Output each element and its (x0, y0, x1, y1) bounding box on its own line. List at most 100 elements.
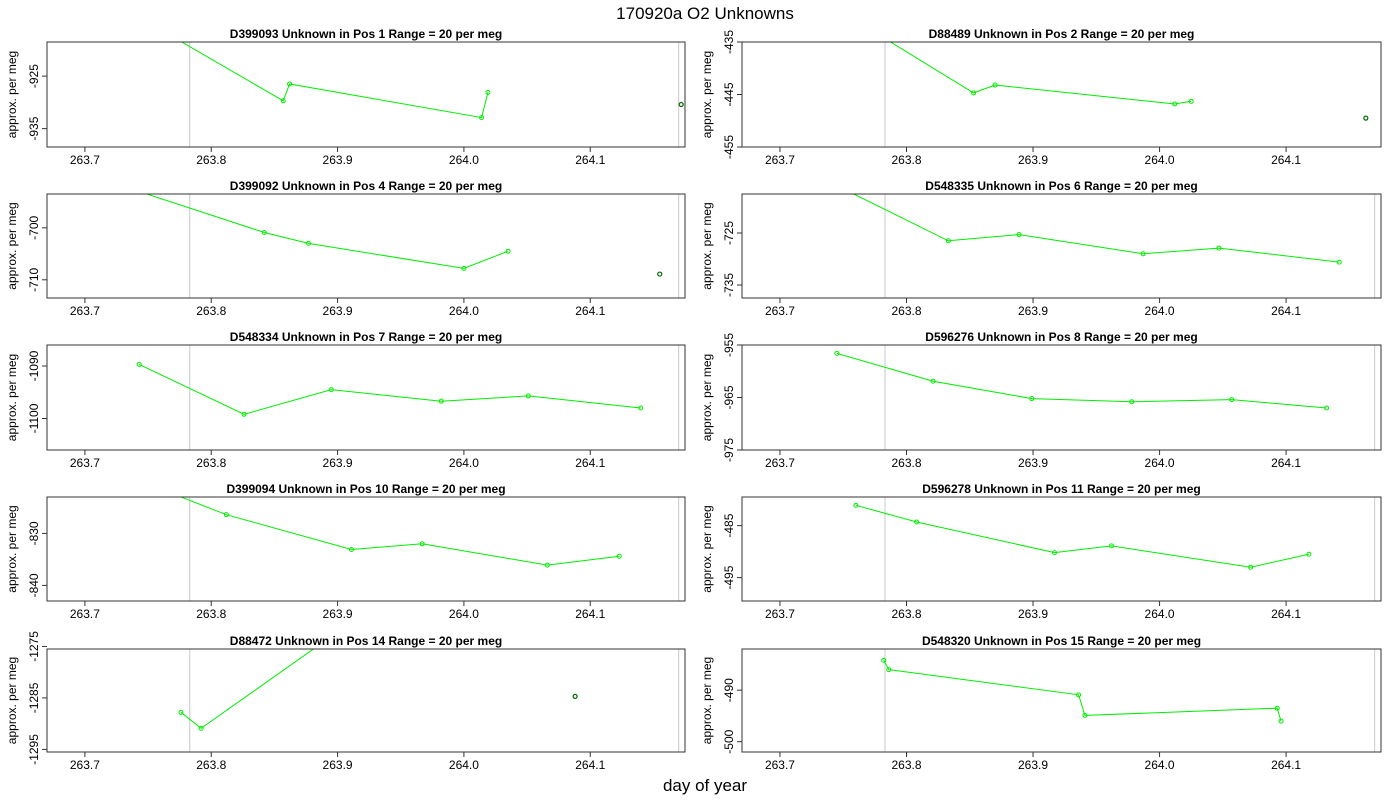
x-tick-label: 264.1 (1271, 758, 1301, 772)
chart-panel-2: D88489 Unknown in Pos 2 Range = 20 per m… (700, 27, 1382, 167)
data-point (280, 98, 286, 104)
x-tick-label: 264.1 (1271, 456, 1301, 470)
chart-panel-7: D399094 Unknown in Pos 10 Range = 20 per… (5, 482, 686, 621)
data-point (834, 350, 840, 356)
data-point (1052, 550, 1058, 556)
data-point (1274, 705, 1280, 711)
x-tick-label: 264.0 (1145, 304, 1175, 318)
data-point (1140, 251, 1146, 257)
y-tick-label: -830 (27, 521, 41, 545)
data-point (1029, 396, 1035, 402)
plot-frame (741, 193, 1382, 299)
data-point (136, 361, 142, 367)
y-axis-label: approx. per meg (700, 51, 714, 138)
x-tick-label: 264.1 (575, 456, 605, 470)
x-tick-label: 264.0 (1145, 607, 1175, 621)
panel-title: D399094 Unknown in Pos 10 Range = 20 per… (226, 482, 505, 496)
data-point (881, 657, 887, 663)
x-tick-label: 263.9 (1018, 304, 1048, 318)
chart-panel-3: D399092 Unknown in Pos 4 Range = 20 per … (5, 179, 686, 318)
isolated-data-point (572, 693, 578, 699)
data-point (241, 411, 247, 417)
data-point (638, 405, 644, 411)
data-point (306, 240, 312, 246)
x-tick-label: 264.1 (1271, 153, 1301, 167)
data-point (930, 378, 936, 384)
x-tick-label: 263.9 (323, 758, 353, 772)
x-tick-label: 263.9 (1018, 456, 1048, 470)
data-point (485, 89, 491, 95)
x-tick-label: 263.8 (891, 607, 921, 621)
x-tick-label: 263.7 (765, 456, 795, 470)
x-tick-label: 264.0 (449, 456, 479, 470)
panel-title: D88472 Unknown in Pos 14 Range = 20 per … (230, 634, 502, 648)
y-axis-label: approx. per meg (700, 657, 714, 744)
plot-frame (46, 41, 686, 148)
chart-panel-8: D596278 Unknown in Pos 11 Range = 20 per… (700, 482, 1382, 621)
data-point (1248, 564, 1254, 570)
data-point (1336, 259, 1342, 265)
x-tick-label: 263.8 (891, 153, 921, 167)
x-tick-label: 263.7 (70, 758, 100, 772)
chart-panel-10: D548320 Unknown in Pos 15 Range = 20 per… (700, 634, 1382, 772)
data-point (1216, 245, 1222, 251)
y-tick-label: -495 (722, 565, 736, 589)
x-tick-label: 263.7 (765, 607, 795, 621)
plot-frame (741, 344, 1382, 451)
chart-panel-6: D596276 Unknown in Pos 8 Range = 20 per … (700, 330, 1382, 470)
data-point (1016, 232, 1022, 238)
x-tick-label: 263.8 (891, 304, 921, 318)
y-tick-label: -735 (722, 273, 736, 297)
data-point (461, 265, 467, 271)
isolated-data-point (678, 101, 684, 108)
x-tick-label: 264.0 (449, 153, 479, 167)
x-tick-label: 264.0 (1145, 758, 1175, 772)
y-tick-label: -935 (27, 116, 41, 140)
y-tick-label: -1100 (27, 403, 41, 433)
x-tick-label: 264.0 (449, 607, 479, 621)
chart-panel-5: D548334 Unknown in Pos 7 Range = 20 per … (5, 330, 686, 470)
series-line (855, 504, 1310, 568)
data-point (328, 387, 334, 393)
y-tick-label: -435 (722, 30, 736, 54)
data-point (616, 553, 622, 559)
x-tick-label: 264.1 (1271, 304, 1301, 318)
series-line (138, 363, 641, 415)
x-tick-label: 263.9 (1018, 758, 1048, 772)
y-axis-label: approx. per meg (700, 505, 714, 592)
x-tick-label: 264.0 (1145, 153, 1175, 167)
x-tick-label: 263.9 (323, 304, 353, 318)
y-axis-label: approx. per meg (700, 202, 714, 289)
panel-title: D548320 Unknown in Pos 15 Range = 20 per… (922, 634, 1201, 648)
y-tick-label: -1275 (27, 631, 41, 662)
x-axis-label: day of year (663, 776, 747, 795)
panel-title: D399093 Unknown in Pos 1 Range = 20 per … (230, 27, 502, 41)
y-axis-label: approx. per meg (5, 657, 19, 744)
y-axis-label: approx. per meg (5, 505, 19, 592)
x-tick-label: 263.8 (196, 456, 226, 470)
y-axis-label: approx. per meg (5, 202, 19, 289)
x-tick-label: 263.8 (196, 304, 226, 318)
series-line (179, 497, 620, 566)
y-tick-label: -700 (27, 215, 41, 239)
x-tick-label: 264.0 (449, 758, 479, 772)
y-tick-label: -725 (722, 221, 736, 245)
data-point (945, 238, 951, 244)
series-line (180, 42, 489, 119)
data-point (223, 512, 229, 518)
x-tick-label: 264.1 (575, 153, 605, 167)
data-point (438, 398, 444, 404)
chart-panel-4: D548335 Unknown in Pos 6 Range = 20 per … (700, 179, 1382, 318)
data-point (1324, 405, 1330, 411)
data-point (479, 115, 485, 121)
x-tick-label: 264.1 (575, 304, 605, 318)
data-point (544, 562, 550, 568)
data-point (1172, 101, 1178, 107)
data-point (1108, 543, 1114, 549)
series-line (852, 194, 1340, 263)
x-tick-label: 263.8 (196, 607, 226, 621)
y-tick-label: -955 (722, 333, 736, 357)
chart-panel-1: D399093 Unknown in Pos 1 Range = 20 per … (5, 27, 686, 167)
data-point (1082, 712, 1088, 718)
data-point (971, 90, 977, 96)
